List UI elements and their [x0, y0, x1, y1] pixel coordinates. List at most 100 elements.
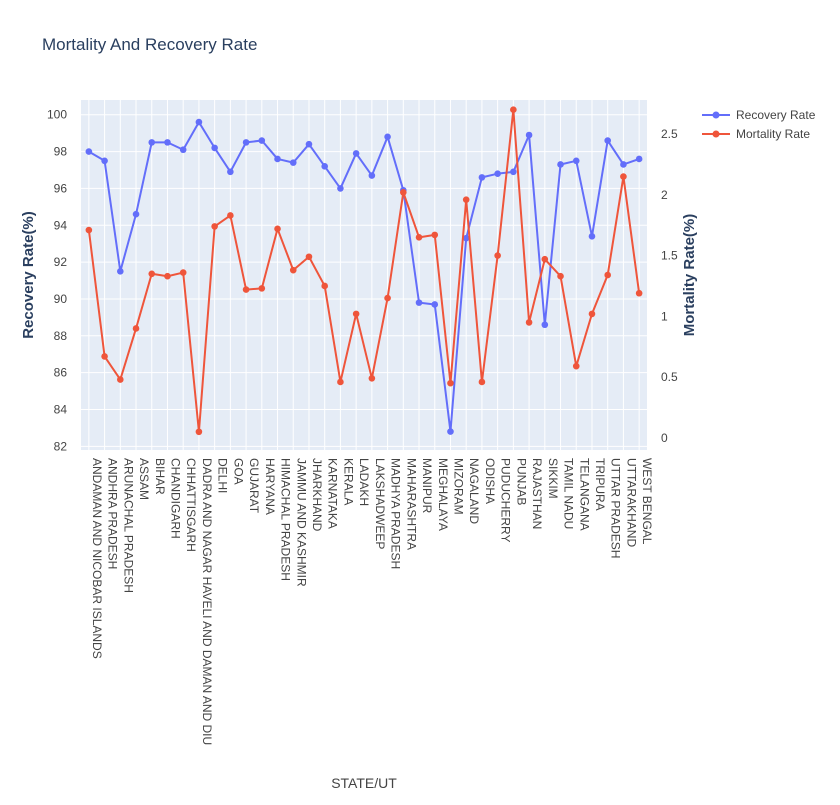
- point-recovery-rate-delhi[interactable]: [211, 144, 218, 152]
- point-recovery-rate-nagaland[interactable]: [462, 234, 470, 242]
- point-mortality-rate-jharkhand[interactable]: [305, 253, 313, 261]
- point-recovery-rate-tripura[interactable]: [588, 233, 596, 240]
- x-axis-title: STATE/UT: [331, 775, 397, 791]
- point-recovery-rate-chhattisgarh[interactable]: [179, 146, 187, 154]
- point-recovery-rate-rajasthan[interactable]: [525, 131, 533, 139]
- axis-layer: 82 84 86 88 90 92 94 96 98 100 0 0.5 1 1.5 2 2.5 ANDAMAN…: [47, 108, 678, 745]
- point-mortality-rate-meghalaya[interactable]: [431, 231, 439, 239]
- point-recovery-rate-andhra-pradesh[interactable]: [101, 157, 108, 165]
- point-mortality-rate-haryana[interactable]: [258, 285, 266, 292]
- point-mortality-rate-tripura[interactable]: [588, 310, 596, 318]
- x-tick-label-himachal-pradesh: HIMACHAL PRADESH: [279, 458, 293, 581]
- point-mortality-rate-karnataka[interactable]: [321, 282, 328, 290]
- x-tick-label-andaman-and-nicobar-islands: ANDAMAN AND NICOBAR ISLANDS: [90, 458, 104, 659]
- point-recovery-rate-tamil-nadu[interactable]: [557, 161, 564, 168]
- x-tick-label-ladakh: LADAKH: [357, 458, 371, 506]
- x-tick-label-manipur: MANIPUR: [420, 458, 434, 514]
- y2-axis-title: Mortality Rate(%): [681, 214, 698, 337]
- point-recovery-rate-meghalaya[interactable]: [431, 301, 439, 308]
- point-recovery-rate-madhya-pradesh[interactable]: [384, 133, 391, 141]
- point-recovery-rate-haryana[interactable]: [258, 137, 266, 144]
- legend-item-recovery-rate[interactable]: Recovery Rate: [702, 108, 816, 122]
- point-recovery-rate-uttarakhand[interactable]: [620, 161, 627, 168]
- point-mortality-rate-andhra-pradesh[interactable]: [101, 353, 108, 360]
- point-recovery-rate-punjab[interactable]: [510, 168, 517, 176]
- point-recovery-rate-telangana[interactable]: [572, 157, 580, 165]
- point-recovery-rate-jammu-and-kashmir[interactable]: [289, 159, 297, 166]
- point-recovery-rate-odisha[interactable]: [478, 174, 486, 181]
- x-tick-label-telangana: TELANGANA: [577, 458, 591, 531]
- point-mortality-rate-telangana[interactable]: [572, 362, 580, 370]
- point-mortality-rate-himachal-pradesh[interactable]: [274, 225, 281, 233]
- x-tick-label-rajasthan: RAJASTHAN: [530, 458, 544, 529]
- legend-marker-recovery-rate: [712, 111, 720, 119]
- point-mortality-rate-arunachal-pradesh[interactable]: [117, 376, 124, 383]
- x-tick-label-andhra-pradesh: ANDHRA PRADESH: [106, 458, 120, 569]
- point-mortality-rate-kerala[interactable]: [337, 378, 344, 386]
- point-mortality-rate-ladakh[interactable]: [352, 310, 360, 318]
- point-mortality-rate-lakshadweep[interactable]: [368, 374, 376, 382]
- point-mortality-rate-delhi[interactable]: [211, 223, 218, 230]
- x-tick-label-gujarat: GUJARAT: [247, 458, 261, 514]
- y-tick-label: 94: [54, 218, 68, 232]
- point-mortality-rate-rajasthan[interactable]: [525, 319, 533, 326]
- point-recovery-rate-lakshadweep[interactable]: [368, 172, 376, 179]
- x-tick-label-uttarakhand: UTTARAKHAND: [624, 458, 638, 547]
- point-recovery-rate-gujarat[interactable]: [242, 139, 250, 146]
- point-mortality-rate-mizoram[interactable]: [447, 379, 454, 387]
- x-tick-label-tamil-nadu: TAMIL NADU: [562, 458, 576, 529]
- point-mortality-rate-manipur[interactable]: [415, 234, 423, 241]
- point-recovery-rate-goa[interactable]: [227, 168, 234, 176]
- legend-item-mortality-rate[interactable]: Mortality Rate: [702, 127, 810, 141]
- x-tick-label-delhi: DELHI: [216, 458, 230, 493]
- point-mortality-rate-chhattisgarh[interactable]: [179, 269, 187, 276]
- y2-tick-label: 2: [661, 188, 668, 202]
- point-mortality-rate-sikkim[interactable]: [541, 255, 549, 263]
- point-recovery-rate-himachal-pradesh[interactable]: [274, 155, 281, 163]
- point-recovery-rate-karnataka[interactable]: [321, 163, 328, 170]
- point-recovery-rate-chandigarh[interactable]: [164, 139, 171, 146]
- point-mortality-rate-odisha[interactable]: [478, 378, 486, 386]
- point-mortality-rate-uttar-pradesh[interactable]: [604, 271, 611, 279]
- point-recovery-rate-bihar[interactable]: [148, 139, 156, 146]
- point-mortality-rate-puducherry[interactable]: [494, 252, 501, 259]
- point-recovery-rate-manipur[interactable]: [415, 299, 423, 306]
- chart-title: Mortality And Recovery Rate: [42, 35, 257, 54]
- x-tick-label-chandigarh: CHANDIGARH: [168, 458, 182, 539]
- point-mortality-rate-dadra-and-nagar-haveli-and-daman-and-diu[interactable]: [195, 428, 203, 436]
- point-recovery-rate-sikkim[interactable]: [541, 321, 549, 329]
- point-mortality-rate-punjab[interactable]: [510, 106, 517, 114]
- point-recovery-rate-puducherry[interactable]: [494, 170, 501, 177]
- y-tick-label: 92: [54, 255, 68, 269]
- point-mortality-rate-goa[interactable]: [227, 212, 234, 219]
- point-mortality-rate-andaman-and-nicobar-islands[interactable]: [85, 226, 93, 234]
- point-recovery-rate-mizoram[interactable]: [447, 428, 454, 435]
- point-mortality-rate-nagaland[interactable]: [462, 196, 470, 203]
- x-tick-label-puducherry: PUDUCHERRY: [499, 458, 513, 542]
- legend: Recovery Rate Mortality Rate: [702, 108, 816, 141]
- point-recovery-rate-assam[interactable]: [132, 210, 140, 218]
- point-mortality-rate-assam[interactable]: [132, 325, 140, 332]
- point-mortality-rate-west-bengal[interactable]: [635, 289, 643, 297]
- x-tick-label-haryana: HARYANA: [263, 458, 277, 515]
- point-recovery-rate-arunachal-pradesh[interactable]: [117, 268, 124, 275]
- point-recovery-rate-kerala[interactable]: [337, 185, 344, 192]
- point-mortality-rate-madhya-pradesh[interactable]: [384, 294, 391, 302]
- x-tick-label-maharashtra: MAHARASHTRA: [404, 458, 418, 550]
- point-mortality-rate-tamil-nadu[interactable]: [557, 272, 564, 280]
- point-recovery-rate-west-bengal[interactable]: [635, 155, 643, 163]
- point-mortality-rate-maharashtra[interactable]: [400, 189, 407, 196]
- point-recovery-rate-ladakh[interactable]: [352, 150, 360, 157]
- point-mortality-rate-uttarakhand[interactable]: [620, 173, 627, 180]
- point-recovery-rate-jharkhand[interactable]: [305, 140, 313, 148]
- point-recovery-rate-dadra-and-nagar-haveli-and-daman-and-diu[interactable]: [195, 118, 203, 126]
- point-mortality-rate-bihar[interactable]: [148, 270, 156, 278]
- series-layer: [85, 106, 643, 436]
- point-mortality-rate-jammu-and-kashmir[interactable]: [289, 266, 297, 274]
- legend-label-recovery-rate: Recovery Rate: [736, 108, 816, 122]
- point-mortality-rate-chandigarh[interactable]: [164, 272, 171, 280]
- point-mortality-rate-gujarat[interactable]: [242, 286, 250, 293]
- point-recovery-rate-uttar-pradesh[interactable]: [604, 137, 611, 144]
- point-recovery-rate-andaman-and-nicobar-islands[interactable]: [85, 148, 93, 155]
